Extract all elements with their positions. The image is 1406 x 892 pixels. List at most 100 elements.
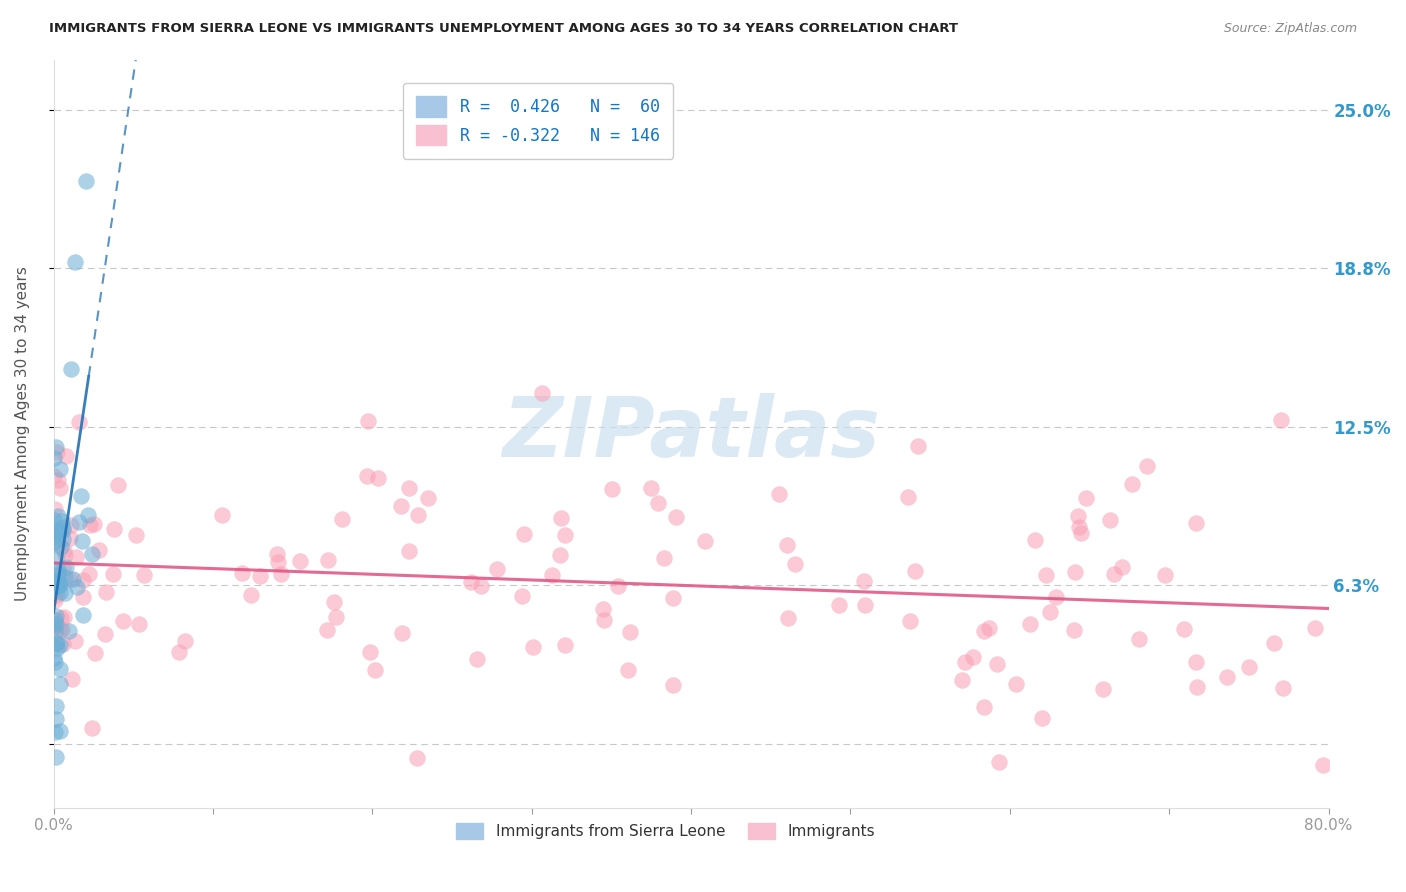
- Point: [44, 527, 66, 541]
- Point: [1185, 680, 1208, 694]
- Point: [897, 490, 920, 504]
- Text: IMMIGRANTS FROM SIERRA LEONE VS IMMIGRANTS UNEMPLOYMENT AMONG AGES 30 TO 34 YEAR: IMMIGRANTS FROM SIERRA LEONE VS IMMIGRAN…: [49, 22, 959, 36]
- Point: [49, 481, 72, 495]
- Point: [44, 501, 66, 516]
- Point: [94, 584, 117, 599]
- Point: [987, 755, 1010, 769]
- Point: [389, 499, 412, 513]
- Point: [1031, 711, 1053, 725]
- Point: [67, 516, 90, 530]
- Point: [600, 482, 623, 496]
- Point: [46, 588, 69, 602]
- Point: [49, 677, 72, 691]
- Point: [107, 478, 129, 492]
- Point: [316, 624, 339, 638]
- Point: [45, 636, 67, 650]
- Point: [1136, 458, 1159, 473]
- Point: [513, 527, 536, 541]
- Point: [49, 662, 72, 676]
- Point: [619, 625, 641, 640]
- Point: [52, 637, 75, 651]
- Point: [49, 623, 72, 637]
- Point: [693, 534, 716, 549]
- Point: [979, 621, 1001, 635]
- Point: [470, 579, 492, 593]
- Point: [55, 559, 77, 574]
- Point: [1102, 567, 1125, 582]
- Point: [53, 570, 76, 584]
- Point: [359, 644, 381, 658]
- Point: [45, 550, 67, 565]
- Point: [418, 491, 440, 506]
- Point: [1173, 623, 1195, 637]
- Point: [640, 481, 662, 495]
- Y-axis label: Unemployment Among Ages 30 to 34 years: Unemployment Among Ages 30 to 34 years: [15, 266, 30, 601]
- Point: [79, 518, 101, 533]
- Point: [44, 533, 66, 548]
- Point: [665, 509, 688, 524]
- Point: [48, 638, 70, 652]
- Point: [607, 579, 630, 593]
- Point: [270, 566, 292, 581]
- Point: [364, 663, 387, 677]
- Point: [973, 699, 995, 714]
- Legend: Immigrants from Sierra Leone, Immigrants: Immigrants from Sierra Leone, Immigrants: [450, 817, 882, 845]
- Point: [316, 552, 339, 566]
- Point: [616, 663, 638, 677]
- Point: [1005, 677, 1028, 691]
- Point: [1312, 757, 1334, 772]
- Point: [42, 514, 65, 528]
- Point: [211, 508, 233, 522]
- Point: [62, 573, 84, 587]
- Point: [94, 626, 117, 640]
- Point: [550, 548, 572, 562]
- Point: [45, 617, 67, 632]
- Point: [249, 568, 271, 582]
- Point: [1128, 632, 1150, 647]
- Point: [82, 721, 104, 735]
- Point: [330, 512, 353, 526]
- Point: [48, 564, 70, 578]
- Point: [42, 624, 65, 638]
- Point: [647, 496, 669, 510]
- Point: [1067, 519, 1090, 533]
- Point: [42, 574, 65, 589]
- Point: [44, 724, 66, 739]
- Point: [72, 608, 94, 623]
- Point: [45, 574, 67, 589]
- Point: [44, 580, 66, 594]
- Point: [550, 511, 572, 525]
- Point: [83, 517, 105, 532]
- Point: [45, 750, 67, 764]
- Point: [45, 712, 67, 726]
- Point: [101, 566, 124, 581]
- Point: [522, 640, 544, 655]
- Point: [662, 591, 685, 606]
- Point: [367, 471, 389, 485]
- Point: [72, 534, 94, 549]
- Point: [1045, 590, 1067, 604]
- Point: [49, 723, 72, 738]
- Point: [77, 508, 100, 522]
- Point: [52, 543, 75, 558]
- Point: [662, 678, 685, 692]
- Point: [46, 567, 69, 582]
- Point: [67, 415, 90, 429]
- Point: [465, 651, 488, 665]
- Point: [1019, 616, 1042, 631]
- Point: [950, 673, 973, 687]
- Point: [49, 541, 72, 555]
- Point: [53, 586, 76, 600]
- Point: [1263, 636, 1285, 650]
- Point: [1121, 476, 1143, 491]
- Point: [1303, 621, 1326, 635]
- Point: [44, 450, 66, 465]
- Point: [592, 602, 614, 616]
- Point: [44, 619, 66, 633]
- Point: [66, 580, 89, 594]
- Point: [1099, 513, 1122, 527]
- Point: [1271, 681, 1294, 695]
- Point: [44, 655, 66, 669]
- Point: [44, 525, 66, 540]
- Point: [128, 617, 150, 632]
